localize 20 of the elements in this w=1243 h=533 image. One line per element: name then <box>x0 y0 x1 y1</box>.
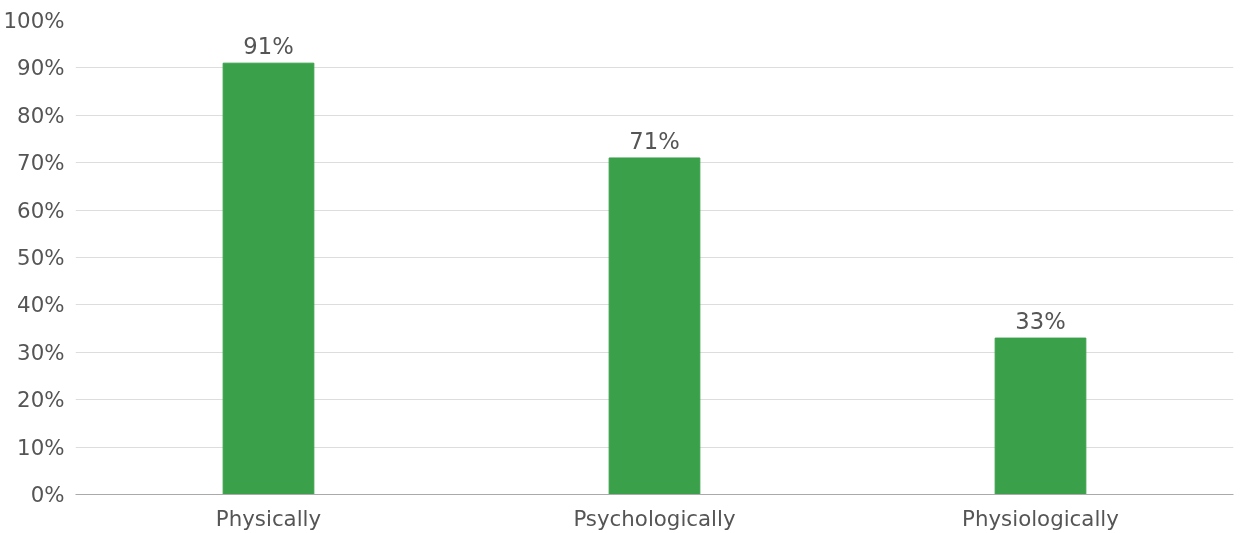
data-label: 91% <box>243 33 294 60</box>
y-tick-label: 20% <box>17 387 65 413</box>
x-tick-label: Physiologically <box>962 505 1119 531</box>
y-tick-label: 0% <box>30 482 65 507</box>
y-tick-label: 90% <box>17 55 65 81</box>
y-tick-label: 30% <box>17 339 65 365</box>
bar <box>222 62 315 495</box>
data-label: 71% <box>629 127 680 154</box>
y-tick-label: 60% <box>17 197 65 223</box>
bar <box>994 337 1087 495</box>
y-tick-label: 50% <box>17 245 65 270</box>
x-tick-label: Psychologically <box>573 505 736 531</box>
x-tick-label: Physically <box>215 505 322 531</box>
bar <box>608 157 701 495</box>
y-tick-label: 100% <box>3 8 65 33</box>
y-tick-label: 10% <box>17 434 65 460</box>
y-tick-label: 40% <box>17 292 65 318</box>
y-tick-label: 70% <box>17 150 65 176</box>
data-label: 33% <box>1015 308 1066 335</box>
y-tick-label: 80% <box>17 102 65 128</box>
